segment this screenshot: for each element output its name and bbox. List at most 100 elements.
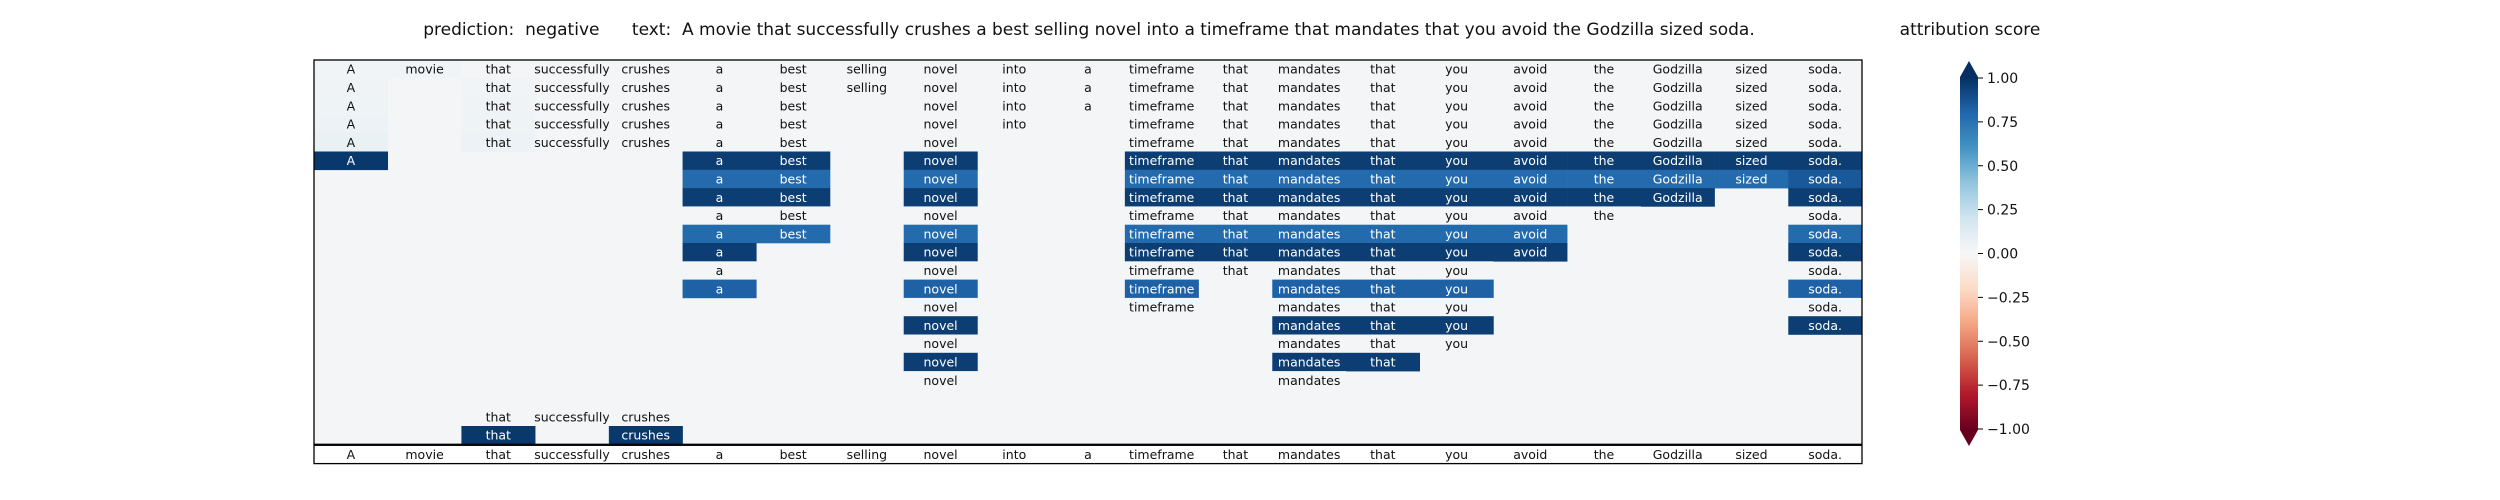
heatmap-cell [314, 96, 389, 116]
cell-token-label: soda. [1808, 62, 1842, 77]
heatmap-cell [1198, 261, 1273, 280]
heatmap-cell [1272, 114, 1347, 134]
cell-token-label: that [1370, 263, 1395, 278]
heatmap-cell [461, 407, 536, 427]
cell-token-label: you [1445, 300, 1468, 315]
heatmap-frame [313, 59, 1863, 465]
prediction-label: prediction: [423, 20, 515, 40]
heatmap-cell [903, 78, 978, 97]
heatmap-cell [682, 261, 757, 280]
cell-token-label: a [716, 98, 724, 113]
heatmap-cell [903, 188, 978, 207]
cell-token-label: sized [1735, 62, 1767, 77]
cell-token-label: Godzilla [1653, 171, 1703, 186]
heatmap-cell [1346, 114, 1421, 134]
heatmap-cell [1419, 133, 1494, 152]
cell-token-label: soda. [1808, 98, 1842, 113]
cell-token-label: that [1223, 245, 1248, 260]
reference-token-label: avoid [1513, 447, 1547, 462]
cell-token-label: best [780, 208, 807, 223]
cell-token-label: mandates [1278, 153, 1340, 168]
heatmap-cell [1788, 151, 1863, 171]
cell-token-label: you [1445, 245, 1468, 260]
reference-token-label: successfully [534, 447, 610, 462]
cell-token-label: mandates [1278, 281, 1340, 296]
cell-token-label: selling [847, 80, 887, 95]
heatmap-cell [1198, 96, 1273, 116]
cell-token-label: sized [1735, 117, 1767, 132]
heatmap-cell [608, 96, 683, 116]
cell-token-label: timeframe [1129, 208, 1195, 223]
reference-token-label: a [716, 447, 724, 462]
cell-token-label: mandates [1278, 80, 1340, 95]
heatmap-cell [1419, 96, 1494, 116]
reference-token-label: crushes [621, 447, 670, 462]
cell-token-label: you [1445, 190, 1468, 205]
heatmap-cell [314, 60, 389, 79]
cell-token-label: that [1370, 226, 1395, 241]
heatmap-cell [903, 224, 978, 244]
heatmap-cell [1788, 297, 1863, 317]
heatmap-cell [1272, 96, 1347, 116]
cell-token-label: novel [924, 300, 958, 315]
cell-token-label: Godzilla [1653, 117, 1703, 132]
cell-token-label: you [1445, 336, 1468, 351]
heatmap-cell [1419, 114, 1494, 134]
cell-token-label: novel [924, 117, 958, 132]
cell-token-label: soda. [1808, 226, 1842, 241]
cell-token-label: that [1370, 354, 1395, 369]
heatmap-cell [1567, 114, 1642, 134]
heatmap-cell [1567, 188, 1642, 207]
cell-token-label: soda. [1808, 117, 1842, 132]
cell-token-label: that [486, 428, 511, 443]
cell-token-label: that [1370, 245, 1395, 260]
reference-token-label: timeframe [1129, 447, 1195, 462]
cell-token-label: mandates [1278, 318, 1340, 333]
cell-token-label: the [1594, 98, 1615, 113]
heatmap-cell [1714, 114, 1789, 134]
heatmap-cell [1272, 352, 1347, 372]
cell-token-label: best [780, 153, 807, 168]
heatmap-cell [1788, 188, 1863, 207]
heatmap-cell [682, 96, 757, 116]
cell-token-label: mandates [1278, 171, 1340, 186]
cell-token-label: you [1445, 171, 1468, 186]
heatmap-cell [903, 334, 978, 354]
cell-token-label: you [1445, 208, 1468, 223]
cell-token-label: best [780, 171, 807, 186]
cell-token-label: novel [924, 153, 958, 168]
heatmap-cell [461, 60, 536, 79]
cell-token-label: a [1084, 80, 1092, 95]
cell-token-label: you [1445, 318, 1468, 333]
heatmap-cell [1567, 206, 1642, 225]
cell-token-label: A [347, 62, 356, 77]
heatmap-cell [1198, 78, 1273, 97]
cell-token-label: soda. [1808, 171, 1842, 186]
colorbar: 1.00 0.75 0.50 0.25 0.00 −0.25 −0.50 −0.75 −1.00 [1960, 61, 2030, 446]
heatmap-cell [1419, 78, 1494, 97]
heatmap-cell [756, 224, 831, 244]
colorbar-title: attribution score [1899, 20, 2041, 40]
cell-token-label: a [716, 190, 724, 205]
heatmap-cell [1346, 224, 1421, 244]
cell-token-label: successfully [534, 98, 610, 113]
heatmap-cell [1124, 169, 1199, 189]
heatmap-cell [1198, 133, 1273, 152]
cell-token-label: selling [847, 62, 887, 77]
heatmap-cell [1198, 60, 1273, 79]
cell-token-label: avoid [1513, 245, 1547, 260]
heatmap-cell [535, 114, 610, 134]
cell-token-label: soda. [1808, 190, 1842, 205]
cell-token-label: that [1370, 80, 1395, 95]
cell-token-label: that [1223, 171, 1248, 186]
heatmap-cell [1714, 60, 1789, 79]
cell-token-label: crushes [621, 98, 670, 113]
cell-token-label: novel [924, 226, 958, 241]
cell-token-label: mandates [1278, 135, 1340, 150]
cell-token-label: crushes [621, 409, 670, 424]
heatmap-cell [903, 243, 978, 262]
heatmap-cell [1272, 133, 1347, 152]
heatmap-cell [1640, 133, 1715, 152]
heatmap-cell [1272, 316, 1347, 335]
cell-token-label: mandates [1278, 300, 1340, 315]
